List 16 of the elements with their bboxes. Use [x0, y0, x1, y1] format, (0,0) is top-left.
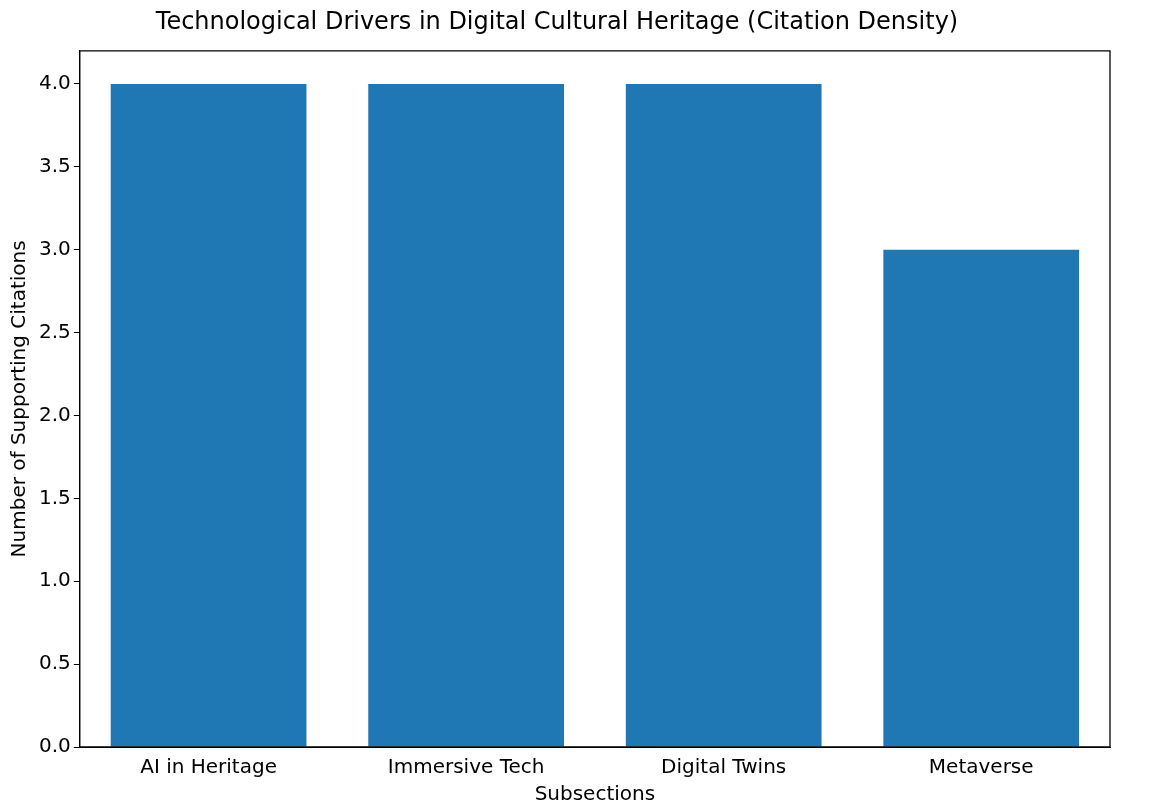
x-axis-title: Subsections: [534, 781, 656, 806]
y-tick-label: 2.0: [38, 401, 71, 426]
x-tick-label: Digital Twins: [661, 754, 787, 779]
y-tick-label: 0.5: [38, 650, 71, 675]
y-tick-label: 2.5: [38, 318, 71, 343]
x-tick-label: Immersive Tech: [387, 754, 545, 779]
y-tick-label: 0.0: [38, 733, 71, 758]
x-tick-label: AI in Heritage: [140, 754, 277, 779]
y-tick-label: 3.5: [38, 153, 71, 178]
y-tick-label: 4.0: [38, 70, 71, 95]
chart-title: Technological Drivers in Digital Cultural Heritage (Citation Density): [154, 6, 959, 35]
y-tick-label: 1.5: [38, 484, 71, 509]
y-axis-title: Number of Supporting Citations: [6, 240, 31, 558]
y-tick-label: 3.0: [38, 235, 71, 260]
y-tick-label: 1.0: [38, 567, 71, 592]
x-tick-label: Metaverse: [928, 754, 1034, 779]
